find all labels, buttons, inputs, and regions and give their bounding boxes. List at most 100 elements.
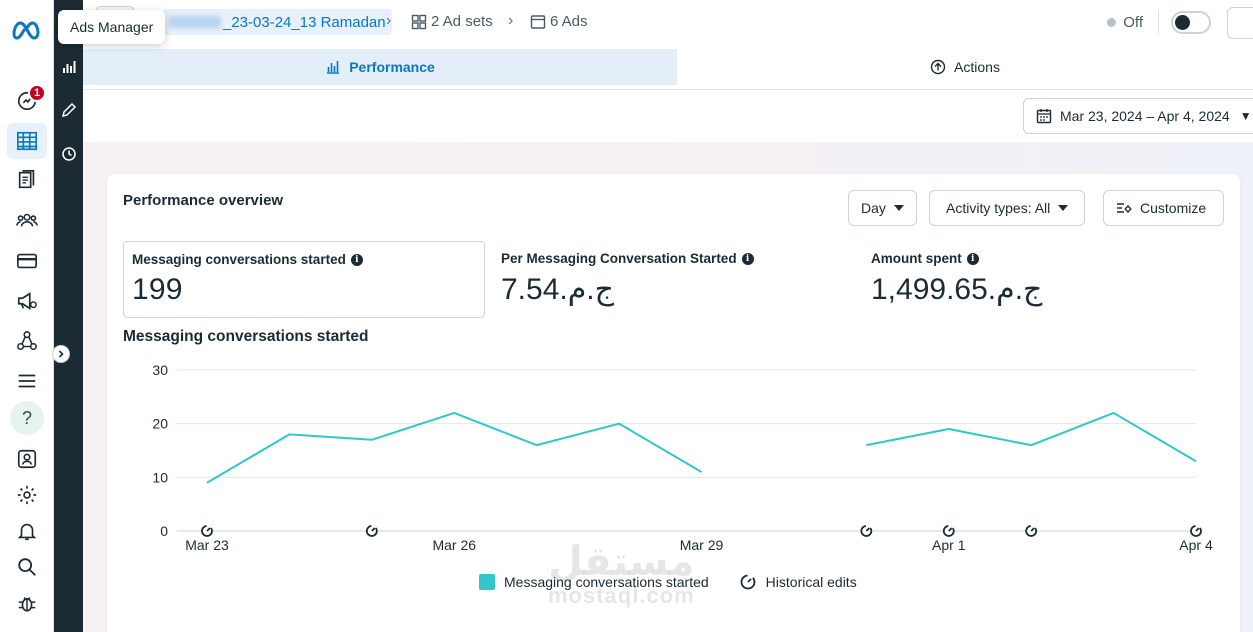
x-tick-label: Apr 4 — [1179, 537, 1213, 553]
alerts-bell-icon[interactable] — [7, 513, 47, 549]
expand-panel-chevron-icon[interactable] — [52, 345, 70, 363]
metric-label-text: Amount spent — [871, 251, 962, 266]
search-icon[interactable] — [7, 549, 47, 585]
toggle-knob — [1175, 15, 1190, 30]
adsets-label: 2 Ad sets — [431, 13, 493, 30]
metric-label: Amount spent i — [871, 251, 979, 266]
legend-item-historical-edits[interactable]: Historical edits — [739, 573, 857, 591]
meta-logo-icon[interactable] — [10, 14, 42, 46]
notifications-icon[interactable]: 1 — [7, 83, 47, 119]
legend-series-label: Messaging conversations started — [504, 574, 709, 590]
left-nav-rail: 1 ? — [0, 0, 54, 632]
day-dropdown[interactable]: Day — [848, 190, 917, 226]
historical-edit-marker[interactable] — [942, 525, 955, 537]
metric-label-text: Per Messaging Conversation Started — [501, 251, 737, 266]
campaign-on-off-toggle[interactable] — [1171, 11, 1211, 34]
caret-down-icon — [893, 205, 904, 211]
metric-label: Per Messaging Conversation Started i — [501, 251, 754, 266]
metric-label: Messaging conversations started i — [132, 252, 363, 267]
line-chart: 0 10 20 30 Mar 23 Mar 26 Mar 29 Apr 1 Apr 4 — [152, 362, 1213, 553]
customize-sliders-icon — [1117, 203, 1132, 213]
settings-gear-icon[interactable] — [7, 477, 47, 513]
breadcrumb-campaign[interactable]: _23-03-24_13 Ramadan — [163, 9, 392, 35]
activity-types-label: Activity types: All — [946, 200, 1051, 216]
x-tick-label: Mar 23 — [185, 537, 229, 553]
bar-chart-icon — [327, 61, 340, 74]
metric-cost-per-conversation[interactable]: Per Messaging Conversation Started i 7.54… — [493, 241, 853, 318]
watermark-arabic: مستقل — [548, 539, 695, 585]
caret-down-icon — [1058, 205, 1069, 211]
info-icon[interactable]: i — [966, 252, 979, 265]
legend-edits-label: Historical edits — [765, 574, 857, 590]
x-tick-label: Mar 26 — [432, 537, 476, 553]
adsets-grid-icon — [411, 14, 427, 29]
historical-edit-marker[interactable] — [1190, 525, 1202, 537]
reporting-chart-icon[interactable] — [54, 53, 83, 81]
ads-megaphone-icon[interactable] — [7, 283, 47, 319]
historical-edit-marker[interactable] — [365, 525, 378, 537]
customize-label: Customize — [1140, 200, 1207, 216]
ads-manager-tooltip: Ads Manager — [58, 10, 166, 44]
metric-label-text: Messaging conversations started — [132, 252, 346, 267]
series-swatch — [479, 574, 495, 590]
historical-edit-marker[interactable] — [860, 525, 873, 537]
secondary-dark-rail — [54, 0, 83, 632]
customize-button[interactable]: Customize — [1103, 190, 1224, 226]
date-range-label: Mar 23, 2024 – Apr 4, 2024 — [1060, 108, 1230, 124]
tab-actions[interactable]: Actions — [677, 49, 1253, 85]
info-icon[interactable]: i — [350, 253, 363, 266]
date-range-picker[interactable]: Mar 23, 2024 – Apr 4, 2024 ▼ — [1023, 98, 1253, 134]
tab-actions-label: Actions — [954, 59, 1000, 75]
report-bug-icon[interactable] — [7, 585, 47, 621]
x-tick-label: Apr 1 — [932, 537, 966, 553]
metric-messaging-conversations[interactable]: Messaging conversations started i 199 — [123, 241, 485, 318]
legend-item-series[interactable]: Messaging conversations started — [479, 574, 709, 590]
tab-performance-label: Performance — [349, 59, 435, 75]
series-line — [206, 411, 703, 484]
calendar-icon — [1036, 109, 1052, 124]
divider — [1158, 10, 1159, 34]
performance-overview-card: Performance overview Day Activity types:… — [107, 174, 1240, 632]
activity-types-dropdown[interactable]: Activity types: All — [929, 190, 1086, 226]
day-label: Day — [861, 200, 886, 216]
audiences-icon[interactable] — [7, 202, 47, 238]
billing-card-icon[interactable] — [7, 243, 47, 279]
status-label: Off — [1123, 14, 1143, 31]
account-quality-icon[interactable] — [7, 441, 47, 477]
all-tools-menu-icon[interactable] — [7, 363, 47, 399]
notification-badge: 1 — [28, 84, 46, 102]
chevron-right-icon: › — [386, 12, 392, 29]
pages-icon[interactable] — [7, 162, 47, 198]
more-options-button[interactable] — [1227, 7, 1253, 39]
y-tick-label: 10 — [152, 469, 168, 485]
campaign-name: _23-03-24_13 Ramadan — [223, 13, 386, 31]
ads-label: 6 Ads — [550, 13, 588, 30]
metric-value: 1,499.65.ج.م — [871, 273, 1043, 306]
x-tick-label: Mar 29 — [680, 537, 724, 553]
help-icon[interactable]: ? — [7, 400, 47, 436]
history-clock-icon[interactable] — [54, 140, 83, 168]
tab-performance[interactable]: Performance — [83, 49, 677, 85]
watermark: مستقل mostaql.com — [548, 540, 695, 608]
ad-window-icon — [530, 14, 546, 29]
redacted-text — [169, 16, 221, 28]
metric-amount-spent[interactable]: Amount spent i 1,499.65.ج.م — [863, 241, 1223, 318]
breadcrumb-ads[interactable]: 6 Ads — [530, 13, 588, 30]
info-icon[interactable]: i — [741, 252, 754, 265]
watermark-latin: mostaql.com — [548, 583, 695, 608]
series-line — [866, 411, 1197, 463]
delivery-status: Off — [1107, 14, 1143, 31]
campaigns-table-icon[interactable] — [7, 123, 47, 159]
card-title: Performance overview — [123, 192, 284, 209]
top-bar: _23-03-24_13 Ramadan › 2 Ad sets › 6 Ads… — [83, 0, 1253, 46]
chart-legend: Messaging conversations started Historic… — [479, 573, 857, 591]
breadcrumb-adsets[interactable]: 2 Ad sets — [411, 13, 493, 30]
divider — [83, 89, 1253, 90]
historical-edit-gauge-icon — [740, 574, 756, 590]
historical-edit-marker[interactable] — [1025, 525, 1038, 537]
y-tick-label: 30 — [152, 362, 168, 378]
historical-edit-marker[interactable] — [201, 525, 213, 537]
arrow-up-circle-icon — [930, 59, 946, 75]
edit-pencil-icon[interactable] — [54, 96, 83, 124]
business-graph-icon[interactable] — [7, 323, 47, 359]
